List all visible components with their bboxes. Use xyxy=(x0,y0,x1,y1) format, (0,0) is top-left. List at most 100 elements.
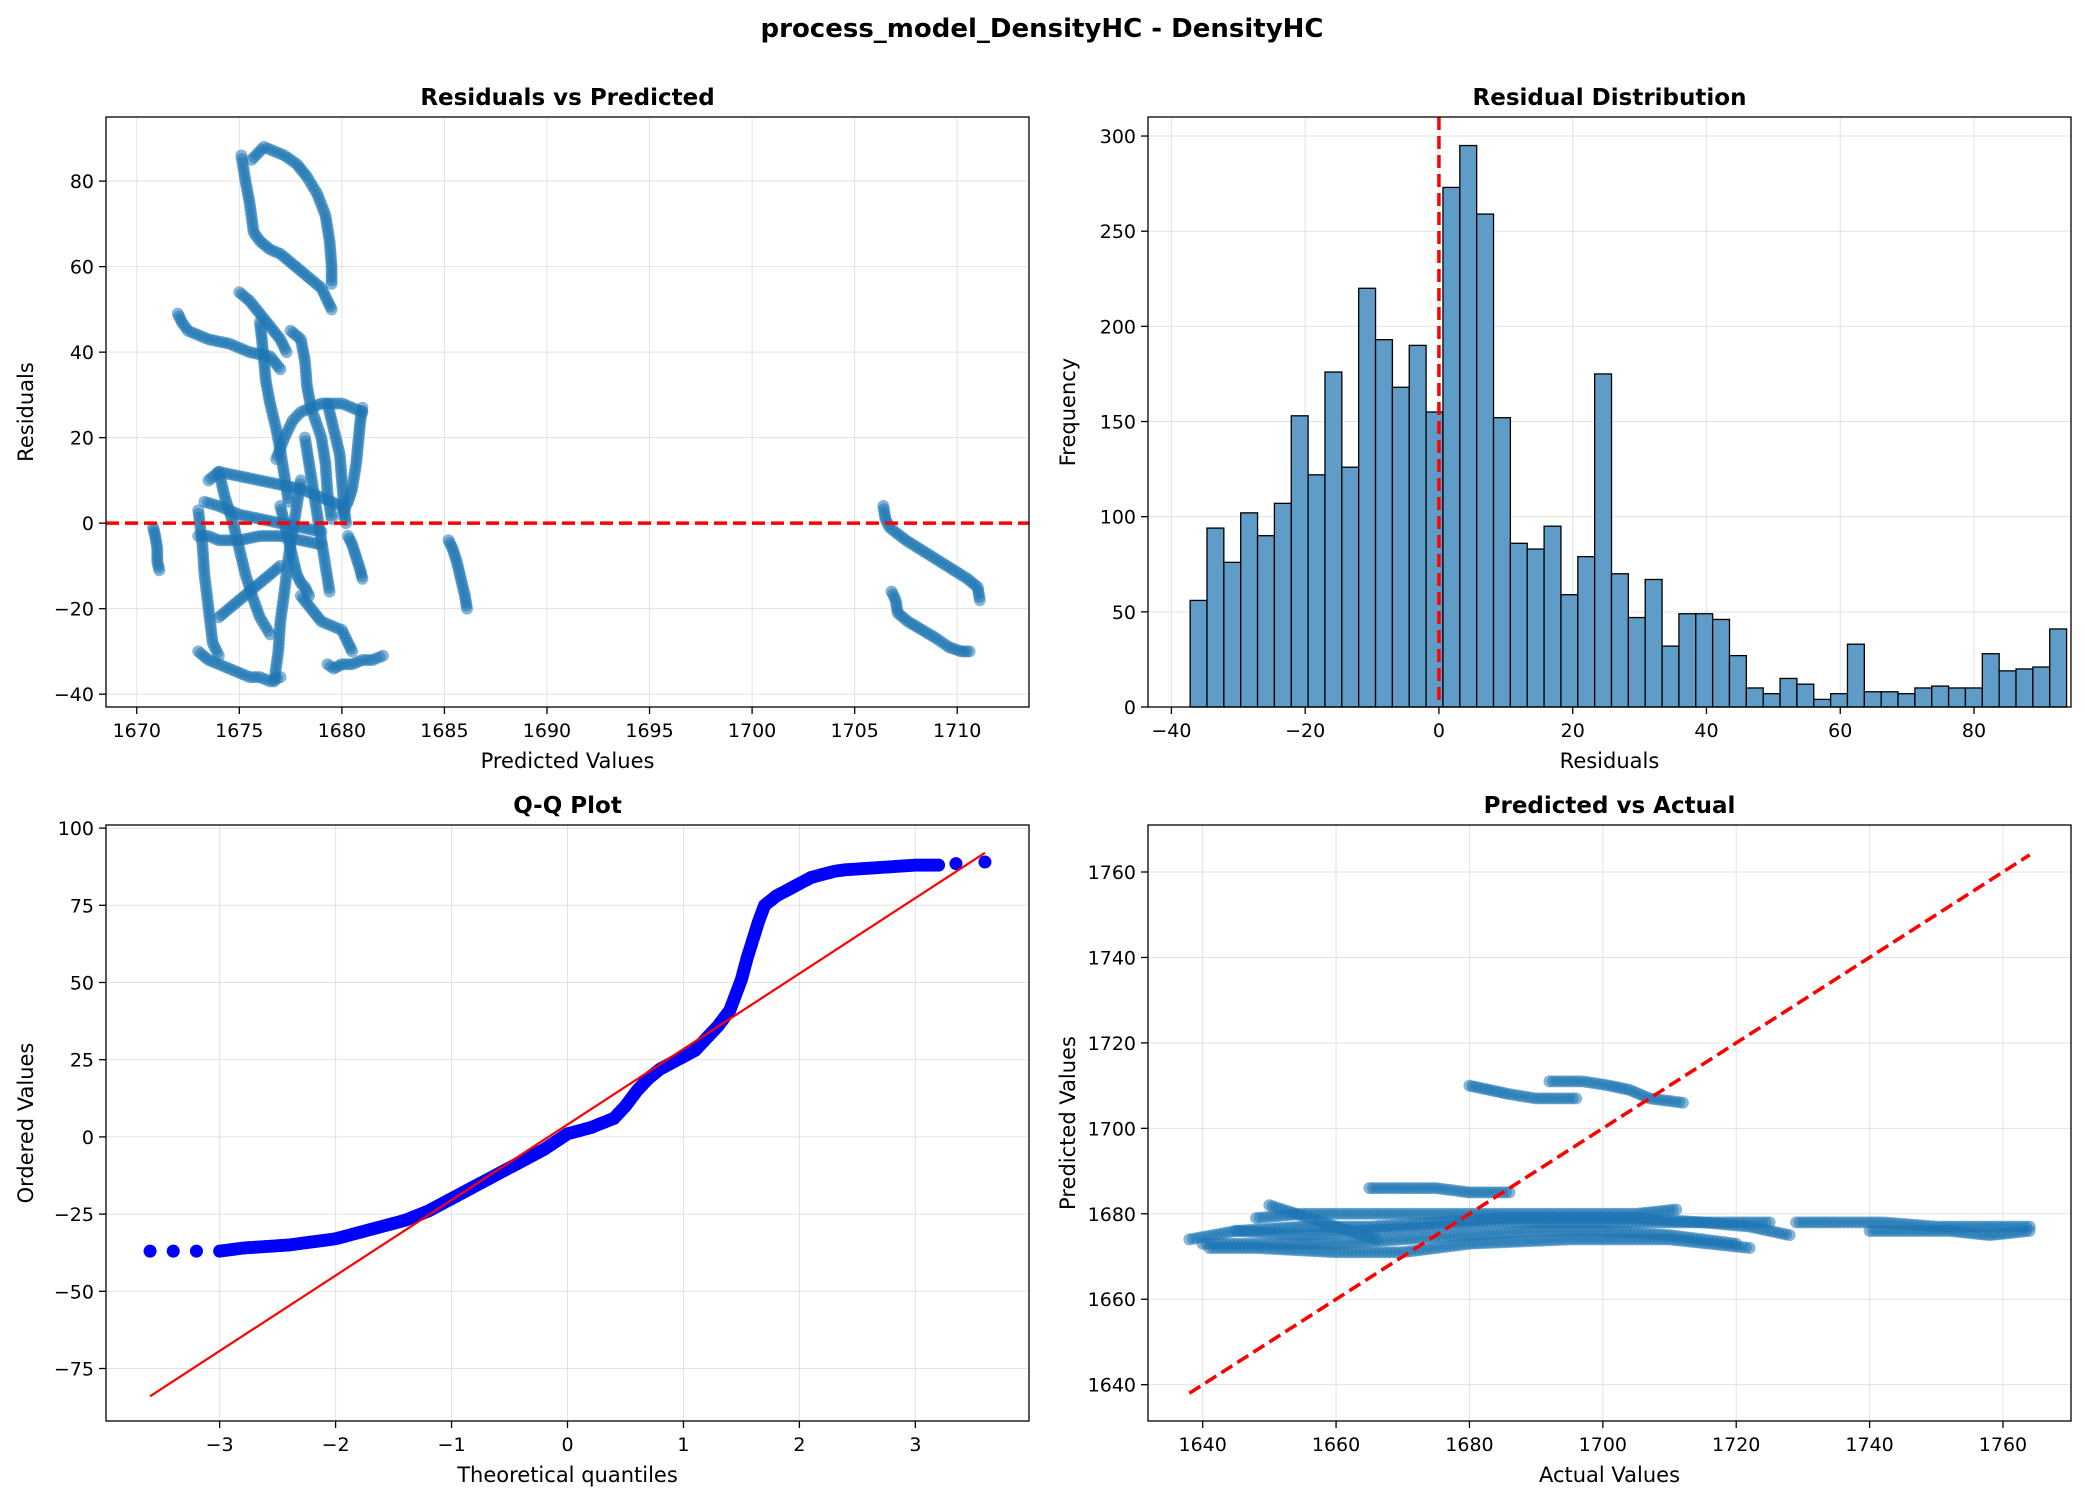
scatter-point xyxy=(973,594,986,607)
subplots: 1670 1675 1680 1685 1690 1695 1700 1705 1710−40−… xyxy=(14,85,2072,1487)
x-tick-label: 3 xyxy=(909,1434,921,1456)
x-tick-label: 1705 xyxy=(830,720,878,742)
histogram-bar xyxy=(1813,698,1832,708)
y-axis-label: Ordered Values xyxy=(14,1043,38,1204)
scatter-point xyxy=(346,645,359,658)
subplot-residual-distribution: −40 −20 0 20 40 60 80 0 50 100 150 200 250 300 Residua… xyxy=(1056,85,2072,773)
subplot-predicted-vs-actual: 1640 1660 1680 1700 1720 1740 1760 1640 1660 1680… xyxy=(1056,793,2072,1487)
x-tick-label: 1640 xyxy=(1179,1434,1227,1456)
histogram-bar xyxy=(1442,186,1461,708)
y-tick-label: 200 xyxy=(1100,316,1136,338)
histogram-bar xyxy=(2032,666,2051,708)
histogram-bar xyxy=(1240,512,1259,708)
y-tick-label: 1640 xyxy=(1088,1375,1136,1397)
scatter-point xyxy=(1503,1186,1516,1199)
scatter-point xyxy=(325,303,338,316)
histogram-bar xyxy=(1779,677,1798,708)
y-tick-label: 1680 xyxy=(1088,1204,1136,1226)
histogram-bar xyxy=(1610,573,1630,708)
axes-frame xyxy=(1147,824,2072,1422)
histogram-bar xyxy=(1880,691,1899,708)
y-tick-label: 0 xyxy=(1124,697,1136,719)
scatter-point xyxy=(1676,1096,1689,1109)
y-tick-label: 100 xyxy=(58,818,94,840)
histogram-bar xyxy=(1829,693,1849,708)
subplot-residuals-vs-predicted: 1670 1675 1680 1685 1690 1695 1700 1705 1710 −40 −… xyxy=(14,85,1030,773)
scatter-point xyxy=(1570,1092,1583,1105)
histogram-bar xyxy=(1981,653,2000,708)
scatter-point xyxy=(1670,1203,1683,1216)
y-tick-label: 80 xyxy=(70,171,94,193)
x-tick-label: −20 xyxy=(1285,720,1325,742)
histogram-bar xyxy=(1947,687,1967,708)
histogram-bar xyxy=(1273,502,1292,708)
scatter-point xyxy=(294,474,307,487)
x-tick-label: 1700 xyxy=(728,720,776,742)
histogram-bar xyxy=(1846,643,1865,708)
histogram-bar xyxy=(1863,691,1882,708)
histogram-bar xyxy=(1644,578,1663,708)
histogram-bar xyxy=(1459,144,1478,708)
scatter-point xyxy=(356,572,369,585)
histogram-bar xyxy=(1796,683,1815,708)
x-tick-label: −40 xyxy=(1151,720,1191,742)
y-tick-label: 1700 xyxy=(1088,1118,1136,1140)
histogram-bar xyxy=(1476,213,1495,708)
x-tick-label: −3 xyxy=(206,1434,234,1456)
histogram-bar xyxy=(1695,613,1714,708)
histogram-bar xyxy=(1509,542,1528,708)
y-axis-label: Frequency xyxy=(1056,358,1080,467)
scatter-point xyxy=(325,277,338,290)
y-tick-label: 60 xyxy=(70,257,94,279)
x-tick-label: 1680 xyxy=(1445,1434,1493,1456)
x-tick-label: 0 xyxy=(1433,720,1445,742)
histogram-bar xyxy=(1762,693,1781,708)
x-tick-label: 80 xyxy=(1962,720,1986,742)
y-axis-label: Predicted Values xyxy=(1056,1036,1080,1210)
x-tick-label: 1685 xyxy=(420,720,468,742)
y-tick-label: 150 xyxy=(1100,412,1136,434)
y-tick-label: 40 xyxy=(70,342,94,364)
scatter-point xyxy=(280,346,293,359)
scatter-point xyxy=(264,628,277,641)
x-axis-label: Actual Values xyxy=(1539,1463,1680,1487)
scatter-point xyxy=(460,602,473,615)
histogram-bar xyxy=(1745,687,1764,708)
y-tick-label: 1740 xyxy=(1088,947,1136,969)
scatter-point xyxy=(1370,1233,1383,1246)
scatter-point xyxy=(303,589,316,602)
y-tick-label: 1660 xyxy=(1088,1289,1136,1311)
histogram-bar xyxy=(1206,527,1225,708)
histogram-bar xyxy=(1998,670,2017,708)
identity-reference-line xyxy=(1188,853,2031,1395)
scatter-point xyxy=(963,645,976,658)
y-tick-label: −50 xyxy=(54,1281,94,1303)
y-tick-label: −75 xyxy=(54,1359,94,1381)
x-tick-label: 1740 xyxy=(1845,1434,1893,1456)
subplot-title: Residuals vs Predicted xyxy=(420,85,714,111)
qq-point xyxy=(189,1244,203,1258)
qq-point xyxy=(949,857,963,871)
subplot-title: Residual Distribution xyxy=(1473,85,1747,111)
y-tick-label: 20 xyxy=(70,428,94,450)
histogram-bar xyxy=(1914,687,1933,708)
scatter-point xyxy=(376,649,389,662)
y-tick-label: 25 xyxy=(70,1050,94,1072)
x-tick-label: 2 xyxy=(793,1434,805,1456)
histogram-bar xyxy=(1594,373,1613,708)
x-tick-label: −1 xyxy=(438,1434,466,1456)
y-tick-label: 1720 xyxy=(1088,1033,1136,1055)
x-tick-label: 1710 xyxy=(933,720,981,742)
y-tick-label: 0 xyxy=(82,513,94,535)
histogram-bar xyxy=(1189,599,1208,708)
x-tick-label: 1695 xyxy=(625,720,673,742)
histogram-bar xyxy=(1577,555,1596,708)
x-tick-label: 1690 xyxy=(523,720,571,742)
subplot-qq-plot: −3 −2 −1 0 1 2 3 −75 −50 −25 0 25 50 75 100 Q-Q Plot The… xyxy=(14,793,1030,1487)
histogram-bar xyxy=(1543,525,1562,708)
x-axis-label: Residuals xyxy=(1560,749,1660,773)
histogram-bar xyxy=(1728,654,1747,708)
histogram-bar xyxy=(1408,344,1427,708)
histogram-bar xyxy=(1290,415,1309,708)
